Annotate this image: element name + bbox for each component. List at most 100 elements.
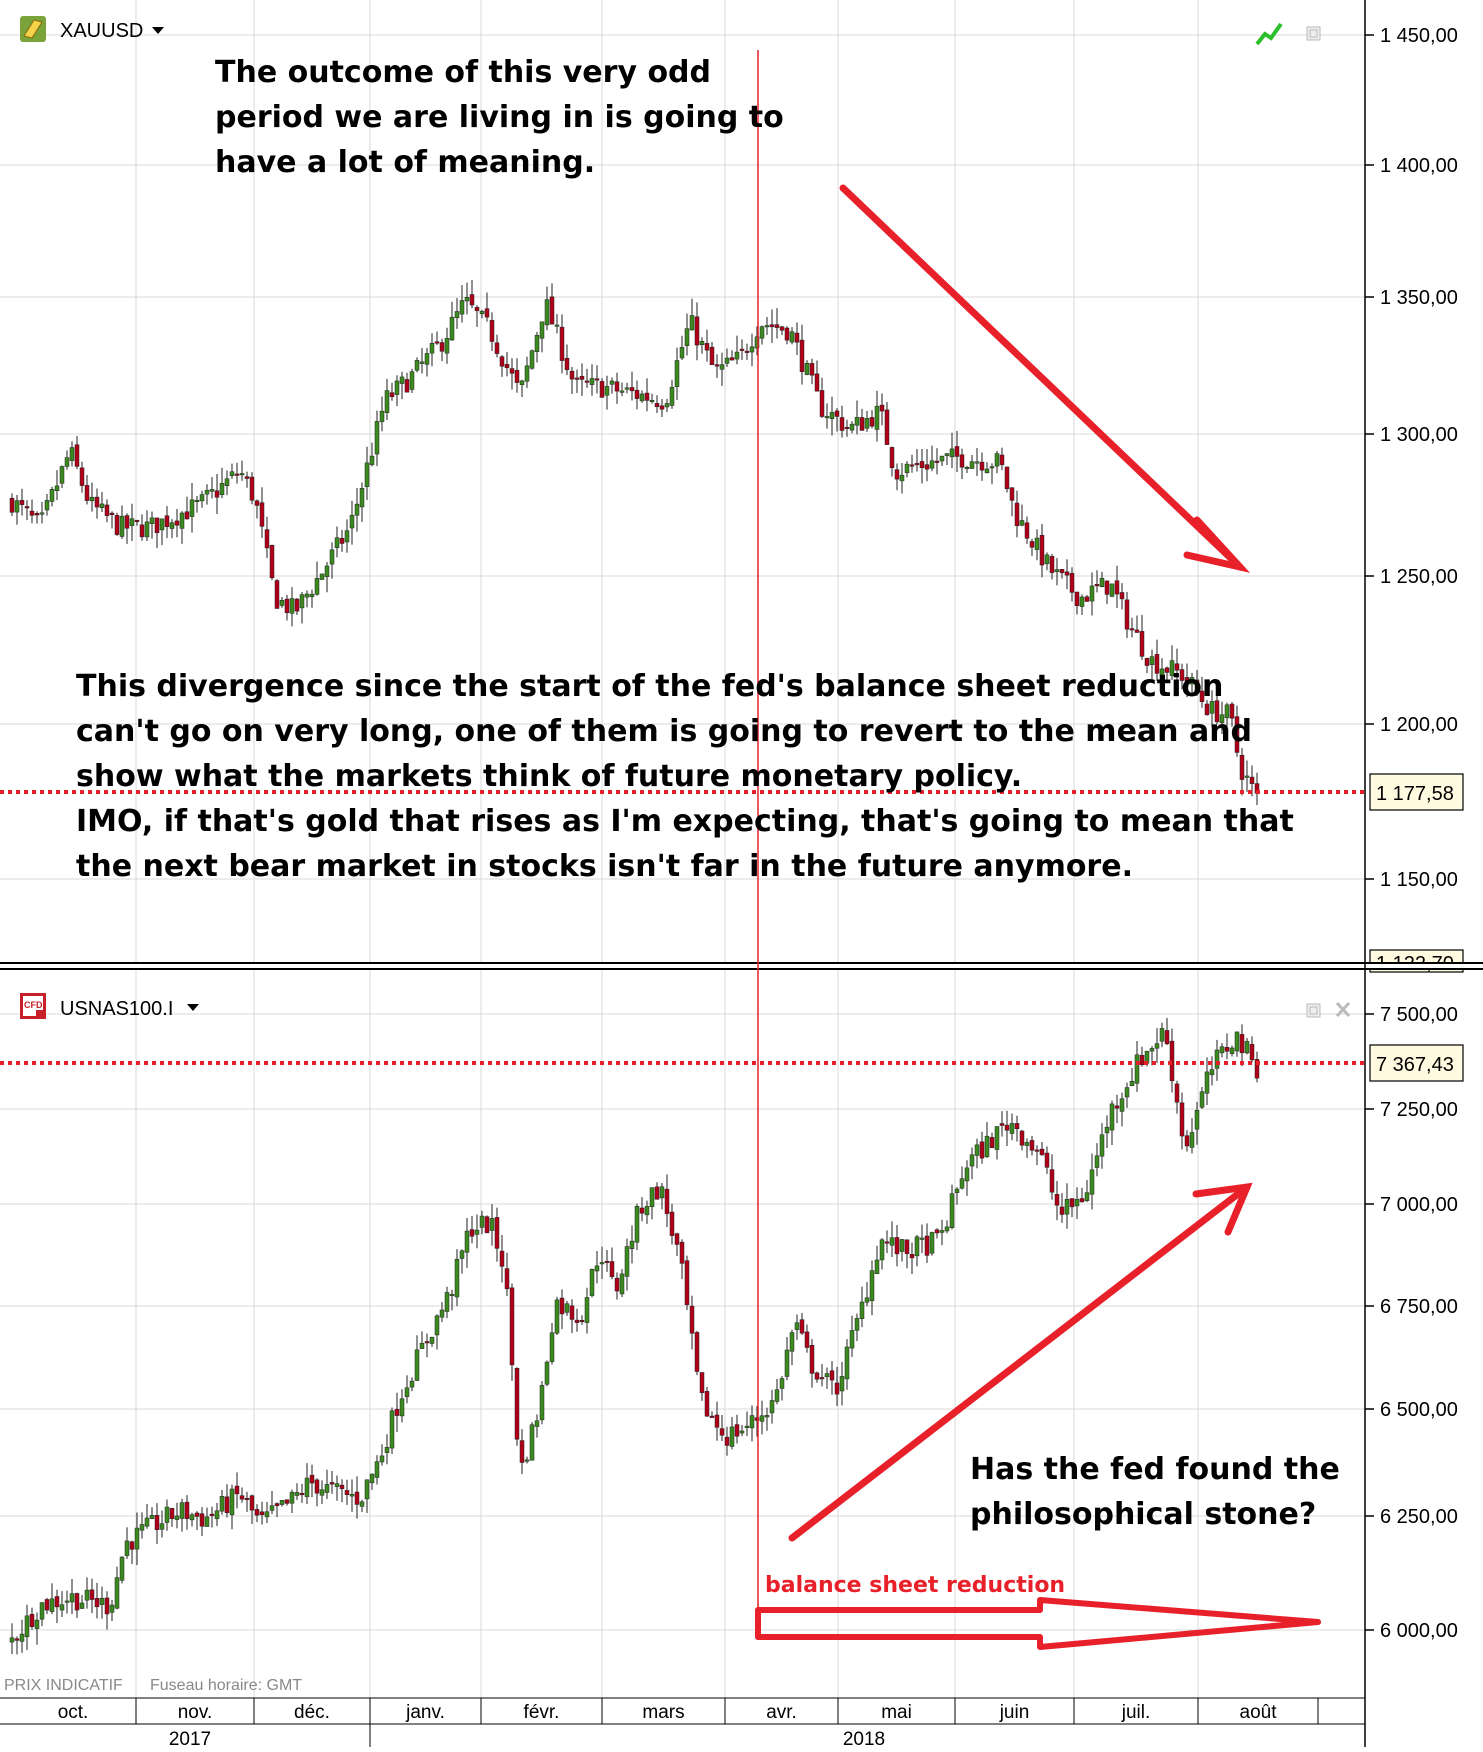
- candle-body: [1204, 703, 1210, 716]
- candle-body: [194, 499, 200, 502]
- candle-body: [759, 326, 765, 339]
- candle-body: [524, 365, 530, 382]
- candle-body: [159, 1523, 165, 1530]
- maximize-icon[interactable]: [1306, 26, 1321, 41]
- candle-body: [814, 1372, 820, 1380]
- y-tick-label: 7 000,00: [1380, 1194, 1458, 1216]
- candle-body: [504, 1268, 510, 1290]
- candle-body: [1224, 704, 1230, 719]
- candle-body: [209, 489, 215, 492]
- candle-body: [1209, 1069, 1215, 1076]
- candle-body: [254, 1509, 260, 1516]
- candle-body: [574, 377, 580, 380]
- candle-body: [619, 390, 625, 393]
- candle-body: [754, 1417, 760, 1421]
- candle-body: [539, 1385, 545, 1421]
- candle-body: [424, 353, 430, 365]
- candle-body: [869, 1270, 875, 1302]
- candle-body: [659, 405, 665, 410]
- candle-body: [394, 380, 400, 395]
- candle-body: [974, 461, 980, 464]
- candle-body: [14, 1638, 20, 1641]
- candle-body: [804, 1331, 810, 1348]
- maximize-icon[interactable]: [1306, 1003, 1321, 1018]
- candle-body: [1034, 1149, 1040, 1152]
- candle-body: [469, 1229, 475, 1237]
- candle-body: [574, 1319, 580, 1323]
- candle-body: [744, 1425, 750, 1429]
- candle-body: [1004, 466, 1010, 489]
- candle-body: [839, 417, 845, 431]
- candle-body: [1114, 1105, 1120, 1109]
- nasdaq-symbol-header[interactable]: CFD USNAS100.I: [20, 993, 199, 1020]
- candle-body: [1214, 700, 1220, 723]
- candle-body: [34, 1619, 40, 1629]
- candle-body: [9, 497, 15, 513]
- trend-toggle-icon[interactable]: [1255, 22, 1283, 46]
- candle-body: [219, 483, 225, 495]
- y-tick-label: 1 450,00: [1380, 25, 1458, 47]
- month-label: juin: [999, 1702, 1030, 1723]
- candle-body: [824, 416, 830, 419]
- close-icon[interactable]: [1335, 1001, 1351, 1018]
- candle-body: [279, 599, 285, 606]
- candle-body: [339, 1484, 345, 1490]
- candle-body: [904, 463, 910, 473]
- candle-body: [864, 418, 870, 429]
- candle-body: [1129, 1080, 1135, 1086]
- year-label: 2018: [843, 1729, 885, 1747]
- candle-body: [994, 453, 1000, 467]
- candle-body: [414, 360, 420, 371]
- candle-body: [609, 380, 615, 385]
- candle-body: [504, 363, 510, 369]
- candle-body: [594, 1265, 600, 1272]
- candle-body: [74, 1593, 80, 1611]
- candle-body: [939, 455, 945, 462]
- candle-body: [1134, 1054, 1140, 1084]
- candle-body: [429, 1336, 435, 1344]
- candle-body: [974, 1144, 980, 1156]
- candle-body: [1074, 1198, 1080, 1207]
- candle-body: [919, 461, 925, 468]
- candle-body: [104, 504, 110, 516]
- candle-body: [209, 1513, 215, 1516]
- xauusd-symbol-header[interactable]: XAUUSD: [20, 16, 164, 42]
- candle-body: [984, 468, 990, 474]
- candle-body: [474, 307, 480, 312]
- candle-body: [639, 1207, 645, 1214]
- candle-body: [1114, 580, 1120, 595]
- candle-body: [659, 1186, 665, 1199]
- candle-body: [49, 1598, 55, 1612]
- top-grid: [0, 0, 1365, 962]
- y-tick-label: 6 250,00: [1380, 1506, 1458, 1528]
- candle-body: [739, 1430, 745, 1434]
- svg-text:can't go on very long, one of: can't go on very long, one of them is go…: [76, 714, 1252, 749]
- candle-body: [304, 593, 310, 598]
- candle-body: [964, 1167, 970, 1182]
- candle-body: [94, 496, 100, 508]
- candle-body: [79, 467, 85, 486]
- candle-body: [404, 379, 410, 393]
- candle-body: [784, 327, 790, 341]
- candle-body: [1189, 677, 1195, 685]
- gold-bar-icon: [20, 16, 46, 42]
- candle-body: [184, 511, 190, 520]
- candle-body: [69, 1593, 75, 1603]
- candle-body: [324, 565, 330, 577]
- annotation-divergence: This divergence since the start of the f…: [76, 669, 1294, 884]
- candle-body: [19, 500, 25, 505]
- candle-body: [1109, 583, 1115, 597]
- annotation-question: Has the fed found the philosophical ston…: [970, 1452, 1340, 1532]
- candle-body: [704, 343, 710, 351]
- candle-body: [874, 405, 880, 430]
- candle-body: [189, 1514, 195, 1521]
- candle-body: [1119, 1098, 1125, 1112]
- candle-body: [879, 1239, 885, 1261]
- candle-body: [419, 1342, 425, 1349]
- candle-body: [939, 1230, 945, 1233]
- svg-text:1 177,58: 1 177,58: [1376, 783, 1454, 805]
- candle-body: [754, 336, 760, 349]
- candle-body: [719, 364, 725, 370]
- candle-body: [929, 460, 935, 469]
- candle-body: [644, 1206, 650, 1216]
